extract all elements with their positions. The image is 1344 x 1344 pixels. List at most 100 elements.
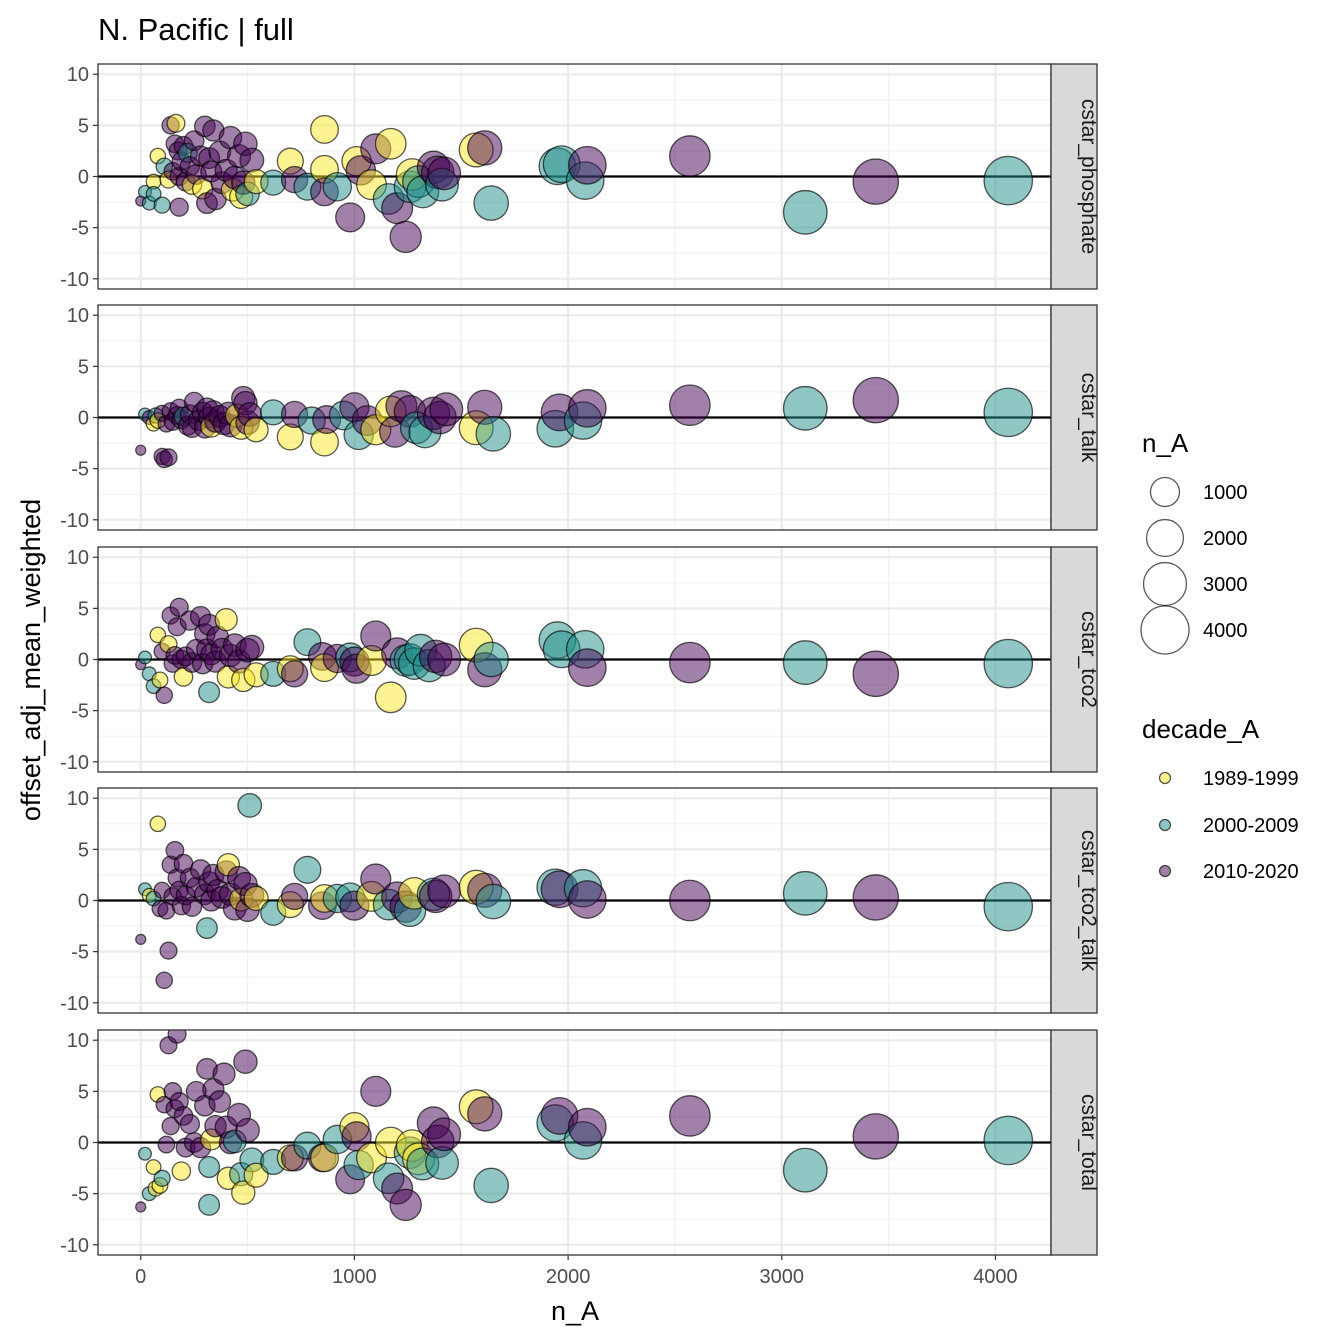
data-point [669, 879, 711, 922]
data-point [669, 1095, 711, 1137]
data-point [293, 855, 322, 884]
data-point [159, 448, 178, 467]
facet-panel-cstar_phosphate: -10 -5 0 5 10 cstar_phosphate [60, 63, 1100, 291]
x-tick-label: 2000 [546, 1266, 591, 1288]
y-tick-label: -5 [71, 701, 89, 723]
data-point [567, 388, 607, 428]
x-tick-label: 3000 [760, 1266, 805, 1288]
data-point [280, 660, 309, 688]
chart-title: N. Pacific | full [98, 12, 294, 47]
y-tick-label: 10 [67, 788, 89, 810]
data-point [427, 642, 462, 677]
x-axis-label: n_A [551, 1296, 599, 1326]
y-tick-label: -10 [60, 993, 89, 1015]
data-point [852, 874, 900, 921]
data-point [167, 1030, 187, 1044]
data-point [280, 882, 309, 911]
facet-strip [1050, 1029, 1098, 1256]
data-point [425, 1146, 459, 1180]
y-tick-label: -5 [71, 459, 89, 481]
data-point [567, 880, 607, 919]
data-point [155, 971, 174, 990]
data-point [567, 1107, 607, 1147]
points-cstar_phosphate [135, 113, 1034, 254]
data-point [782, 1147, 828, 1193]
data-point [389, 220, 422, 254]
x-tick-label: 0 [135, 1266, 146, 1288]
facet-strip [1050, 63, 1098, 290]
y-tick-label: 5 [78, 356, 89, 378]
y-tick-label: -5 [71, 942, 89, 964]
data-point [374, 127, 407, 160]
data-point [233, 1049, 258, 1075]
data-point [237, 792, 263, 818]
y-tick-label: -10 [60, 269, 89, 291]
data-point [852, 650, 900, 698]
facet-strip-label: cstar_phosphate [1077, 99, 1100, 254]
data-point [153, 196, 171, 214]
y-tick-label: -5 [71, 218, 89, 240]
data-point [208, 1090, 232, 1114]
facet-strip [1050, 304, 1098, 531]
data-point [235, 1117, 260, 1143]
data-point [467, 130, 503, 166]
y-tick-label: -10 [60, 1235, 89, 1257]
data-point [179, 1113, 201, 1135]
data-point [212, 1062, 236, 1086]
y-tick-label: 0 [78, 408, 89, 430]
y-tick-label: 5 [78, 1081, 89, 1103]
data-point [243, 1162, 269, 1188]
data-point [473, 1167, 509, 1204]
color-legend-label: 1989-1999 [1203, 768, 1299, 790]
data-point [567, 648, 607, 688]
data-point [214, 607, 238, 632]
y-tick-label: 0 [78, 891, 89, 913]
size-legend-key [1140, 605, 1190, 655]
y-tick-label: 5 [78, 839, 89, 861]
data-point [983, 155, 1034, 206]
data-point [198, 681, 221, 704]
data-point [196, 917, 218, 940]
facet-panel-cstar_total: -10 -5 0 5 10 cstar_total [60, 1029, 1100, 1257]
data-point [427, 156, 462, 191]
data-point [852, 376, 900, 424]
color-legend-key [1158, 771, 1172, 785]
data-point [669, 384, 711, 427]
data-point [161, 1116, 180, 1136]
size-legend-key [1145, 518, 1185, 558]
size-legend-label: 2000 [1203, 528, 1248, 550]
data-point [360, 1075, 392, 1107]
y-tick-label: 10 [67, 64, 89, 86]
y-axis-label: offset_adj_mean_weighted [16, 499, 46, 821]
data-point [852, 1113, 900, 1160]
size-legend-key [1142, 561, 1188, 607]
y-tick-label: 5 [78, 115, 89, 137]
x-axis: 0 1000 2000 3000 4000 [135, 1255, 1018, 1288]
color-legend: decade_A 1989-1999 2000-2009 2010-2020 [1142, 714, 1299, 883]
data-point [360, 863, 392, 895]
data-point [239, 634, 265, 660]
data-point [983, 1115, 1034, 1166]
x-tick-label: 1000 [332, 1266, 377, 1288]
facet-panels: -10 -5 0 5 10 cstar_phosphate -10 -5 0 5 10 cstar_t… [60, 63, 1100, 1257]
size-legend: n_A 1000 2000 3000 4000 [1140, 428, 1248, 655]
data-point [310, 114, 339, 144]
y-tick-label: 10 [67, 305, 89, 327]
data-point [475, 883, 512, 920]
data-point [243, 885, 269, 912]
data-point [155, 686, 174, 705]
y-tick-label: 0 [78, 1133, 89, 1155]
points-cstar_total [135, 1030, 1034, 1222]
data-point [169, 197, 189, 217]
facet-strip-label: cstar_tco2 [1077, 611, 1100, 708]
y-tick-label: 10 [67, 547, 89, 569]
points-cstar_talk [135, 376, 1034, 469]
color-legend-label: 2010-2020 [1203, 861, 1299, 883]
facet-strip-label: cstar_talk [1077, 373, 1100, 463]
facet-strip-label: cstar_tco2_talk [1077, 830, 1100, 972]
data-point [782, 385, 828, 431]
size-legend-title: n_A [1142, 428, 1189, 458]
data-point [145, 185, 162, 202]
points-cstar_tco2 [135, 597, 1034, 714]
